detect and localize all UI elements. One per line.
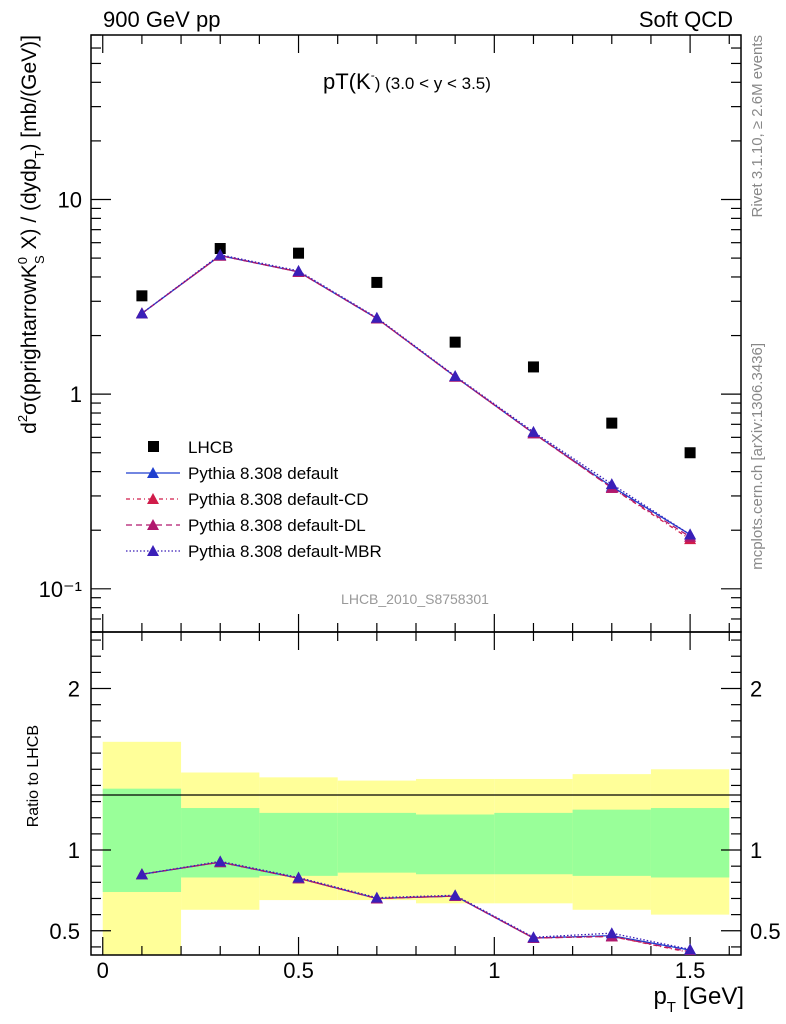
x-tick-label: 1.5: [675, 958, 706, 983]
ratio-uncertainty-bands: [102, 741, 730, 955]
ratio-y-tick-label-right: 0.5: [750, 919, 781, 944]
band-inner-5: [494, 812, 573, 875]
legend-marker-2: [147, 493, 159, 504]
band-inner-6: [572, 809, 651, 876]
axis-ticks: [91, 34, 741, 955]
main-series-point: [135, 307, 148, 319]
main-lhcb-point: [293, 247, 305, 259]
main-series-point: [214, 248, 227, 260]
y-axis-label-main: d2σ(pprightarrowK0 S X) / (dydpT) [mb/(Ge…: [15, 35, 47, 434]
ratio-series-point: [449, 889, 462, 901]
main-series-point: [605, 478, 618, 490]
axis-tick-labels: 0 0.5 1 1.5 10⁻¹ 1 10 0.5 0.5 1 1 2 2: [39, 188, 781, 983]
ratio-series-point: [135, 868, 148, 880]
ratio-series-point: [292, 871, 305, 883]
main-lhcb-point: [449, 336, 461, 348]
main-lhcb-point: [527, 361, 539, 373]
rivet-version-label: Rivet 3.1.10, ≥ 2.6M events: [749, 35, 766, 218]
x-axis-label: pT [GeV]: [653, 983, 744, 1016]
ratio-y-tick-label-right: 1: [750, 838, 762, 863]
legend-label-2: Pythia 8.308 default-CD: [188, 490, 369, 509]
main-series: [135, 243, 697, 545]
ratio-series-point: [527, 931, 540, 943]
x-tick-label: 0.5: [283, 958, 314, 983]
y-tick-label: 1: [70, 382, 82, 407]
main-series-point: [292, 264, 305, 276]
ratio-y-tick-label-right: 2: [750, 677, 762, 702]
y-tick-label: 10: [58, 188, 82, 213]
ratio-series-point: [214, 855, 227, 867]
legend-label-1: Pythia 8.308 default: [188, 464, 339, 483]
band-inner-4: [416, 814, 495, 875]
legend-label-3: Pythia 8.308 default-DL: [188, 516, 366, 535]
main-lhcb-point: [214, 243, 226, 255]
main-lhcb-point: [371, 276, 383, 288]
legend-marker-3: [147, 519, 159, 530]
ratio-series-line: [141, 861, 691, 953]
x-tick-label: 1: [488, 958, 500, 983]
legend-label-4: Pythia 8.308 default-MBR: [188, 542, 382, 561]
band-inner-3: [337, 812, 416, 873]
legend-marker-1: [147, 467, 159, 478]
main-series-point: [370, 311, 383, 323]
main-series-point: [684, 528, 697, 540]
ratio-series-point: [370, 891, 383, 903]
legend-marker-4: [147, 545, 159, 556]
main-lhcb-point: [606, 417, 618, 429]
legend-label-0: LHCB: [188, 438, 233, 457]
ratio-series-point: [605, 927, 618, 939]
main-lhcb-point: [684, 447, 696, 459]
analysis-id: LHCB_2010_S8758301: [341, 591, 489, 607]
band-inner-7: [650, 808, 730, 878]
ratio-y-tick-label: 2: [68, 677, 80, 702]
main-series-line: [141, 254, 691, 538]
ratio-series-line: [141, 860, 691, 950]
plot-title: pT(K-) (3.0 < y < 3.5): [323, 68, 491, 94]
ratio-y-tick-label: 0.5: [49, 919, 80, 944]
ratio-series: [135, 855, 697, 955]
mcplots-label: mcplots.cern.ch [arXiv:1306.3436]: [749, 343, 766, 570]
header-right: Soft QCD: [638, 7, 733, 32]
main-lhcb-point: [136, 290, 148, 302]
y-tick-label: 10⁻¹: [39, 577, 82, 602]
y-axis-label-ratio: Ratio to LHCB: [25, 725, 42, 827]
x-tick-label: 0: [97, 958, 109, 983]
ratio-y-tick-label: 1: [68, 838, 80, 863]
band-inner-2: [259, 812, 338, 876]
legend: LHCB Pythia 8.308 default Pythia 8.308 def…: [126, 438, 382, 561]
main-series-point: [449, 369, 462, 381]
legend-marker-0: [148, 441, 159, 452]
header-left: 900 GeV pp: [103, 7, 221, 32]
ratio-series-point: [684, 943, 697, 955]
main-series-point: [527, 425, 540, 437]
